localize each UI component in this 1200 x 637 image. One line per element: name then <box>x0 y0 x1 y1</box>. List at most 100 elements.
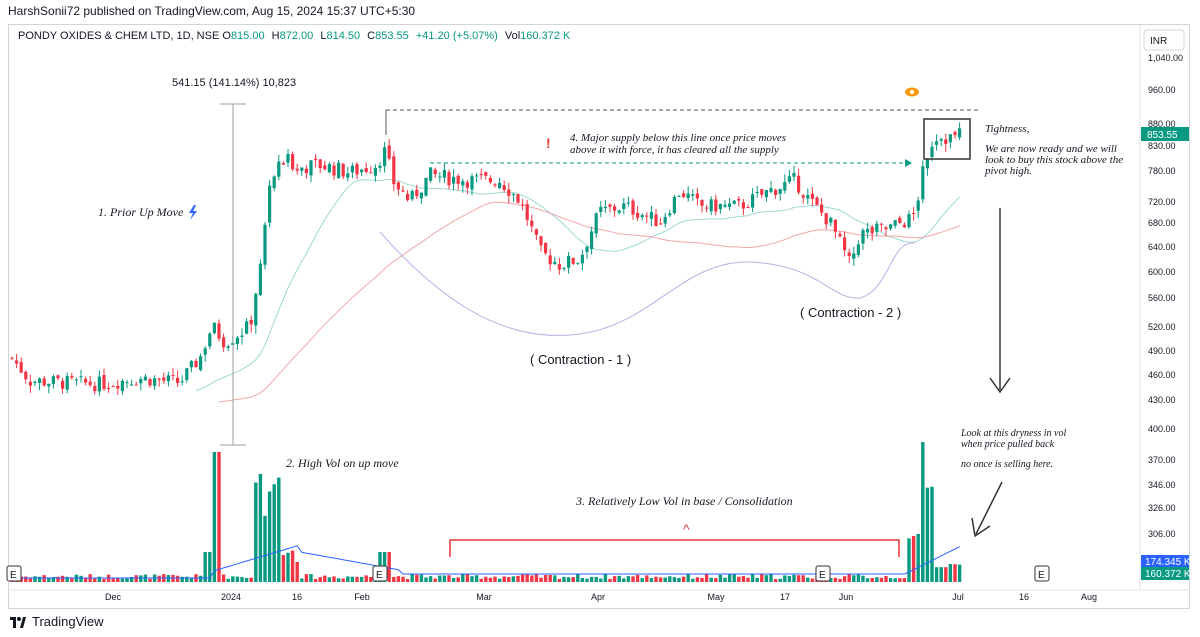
volume-bar <box>695 577 700 582</box>
candle-body <box>774 189 778 195</box>
chart-frame <box>8 24 1190 609</box>
candle-body <box>61 380 65 389</box>
time-tick-label: 16 <box>292 592 302 602</box>
footer[interactable]: TradingView <box>10 614 104 629</box>
volume-bar <box>571 577 575 582</box>
candle-body <box>130 384 134 386</box>
annotation-contraction-2[interactable]: ( Contraction - 2 ) <box>800 305 901 320</box>
price-tick-label: 560.00 <box>1148 293 1176 303</box>
candle-body <box>470 176 474 190</box>
candle-body <box>15 360 19 364</box>
volume-bar <box>51 576 56 582</box>
volume-bar <box>47 577 51 582</box>
last-price-text: 853.55 <box>1147 130 1178 141</box>
candle-body <box>364 167 368 173</box>
candle-body <box>355 164 359 175</box>
candle-body <box>475 175 479 177</box>
volume-bar <box>907 538 911 582</box>
candle-body <box>677 195 681 197</box>
candle-body <box>695 193 699 199</box>
candle-body <box>723 204 727 207</box>
time-scale: Dec 2024 16 Feb Mar Apr May 17 Jun Jul 16 Aug <box>105 592 1097 602</box>
volume-bar <box>557 578 562 582</box>
candle-body <box>419 192 423 199</box>
annotation-supply-2[interactable]: above it with force, it has cleared all … <box>570 144 779 156</box>
price-tick-label: 520.00 <box>1148 322 1176 332</box>
volume-bar <box>870 578 874 582</box>
candle-body <box>194 360 198 368</box>
candle-body <box>571 258 575 264</box>
price-tick-label: 346.00 <box>1148 480 1176 490</box>
low-value: 814.50 <box>326 30 361 42</box>
candle-body <box>935 141 939 145</box>
volume-bar <box>332 576 336 582</box>
candle-body <box>157 378 161 380</box>
candle-body <box>925 158 929 169</box>
candle-body <box>902 224 906 228</box>
candle-body <box>608 204 612 207</box>
candle-body <box>534 229 538 235</box>
annotation-high-vol[interactable]: 2. High Vol on up move <box>286 456 399 470</box>
earnings-marker-3[interactable]: E <box>815 565 831 582</box>
candle-body <box>783 181 787 191</box>
candle-body <box>511 194 515 196</box>
candle-body <box>562 268 566 270</box>
earnings-marker-1[interactable]: E <box>6 565 22 582</box>
candle-body <box>539 236 543 246</box>
tightness-box[interactable] <box>923 118 971 160</box>
volume-bar <box>111 578 115 582</box>
candle-body <box>286 153 290 163</box>
volume-bar <box>341 578 345 582</box>
time-tick-label: Jun <box>839 592 854 602</box>
annotation-contraction-1[interactable]: ( Contraction - 1 ) <box>530 352 631 367</box>
candle-body <box>452 176 456 184</box>
volume-bar <box>631 576 635 582</box>
volume-bar <box>157 575 161 582</box>
price-chart[interactable]: INR 1,040.00 960.00 880.00 830.00 780.00 720.… <box>0 0 1200 610</box>
volume-bar <box>852 575 856 582</box>
annotation-supply-1[interactable]: 4. Major supply below this line once pri… <box>570 132 786 144</box>
volume-bar <box>263 515 267 582</box>
candle-body <box>870 227 874 234</box>
candle-body <box>318 159 322 169</box>
candle-body <box>240 335 244 337</box>
volume-bar <box>28 578 33 582</box>
earnings-marker-4[interactable]: E <box>1034 565 1050 582</box>
time-tick-label: Mar <box>476 592 492 602</box>
annotation-low-vol[interactable]: 3. Relatively Low Vol in base / Consolid… <box>575 494 793 508</box>
annotation-prior-up-move[interactable]: 1. Prior Up Move <box>98 205 184 219</box>
volume-bar <box>231 576 235 582</box>
candle-body <box>921 166 925 200</box>
earnings-marker-2[interactable]: E <box>372 565 388 582</box>
volume-bar <box>226 578 230 582</box>
candle-body <box>139 378 143 384</box>
candle-body <box>833 219 837 232</box>
volume-bar <box>603 574 608 582</box>
eye-icon[interactable] <box>905 87 919 97</box>
candle-body <box>323 165 327 170</box>
candle-body <box>249 319 253 325</box>
volume-bar <box>511 576 516 582</box>
time-tick-label: 16 <box>1019 592 1029 602</box>
annotation-tightness-title[interactable]: Tightness, <box>985 123 1030 135</box>
volume-bar <box>502 576 506 582</box>
volume-bar <box>438 575 442 582</box>
candle-body <box>617 210 621 213</box>
volume-bar <box>635 574 640 582</box>
last-price-badge <box>1141 127 1189 141</box>
symbol-name[interactable]: PONDY OXIDES & CHEM LTD, 1D, NSE <box>18 30 220 42</box>
volume-bar <box>346 576 350 582</box>
candle-body <box>488 177 492 183</box>
currency-button[interactable] <box>1143 29 1185 51</box>
volume-bar <box>97 576 102 582</box>
candle-body <box>737 198 741 201</box>
vol-ma-badge-text: 174.345 K <box>1145 557 1191 568</box>
volume-bar <box>244 577 249 582</box>
candle-body <box>116 385 120 389</box>
annotation-dryness-1[interactable]: Look at this dryness in vol <box>960 428 1066 439</box>
candle-body <box>636 212 640 218</box>
volume-bar <box>599 578 603 582</box>
price-tick-label: 370.00 <box>1148 455 1176 465</box>
candle-body <box>797 175 801 193</box>
time-tick-label: 17 <box>780 592 790 602</box>
